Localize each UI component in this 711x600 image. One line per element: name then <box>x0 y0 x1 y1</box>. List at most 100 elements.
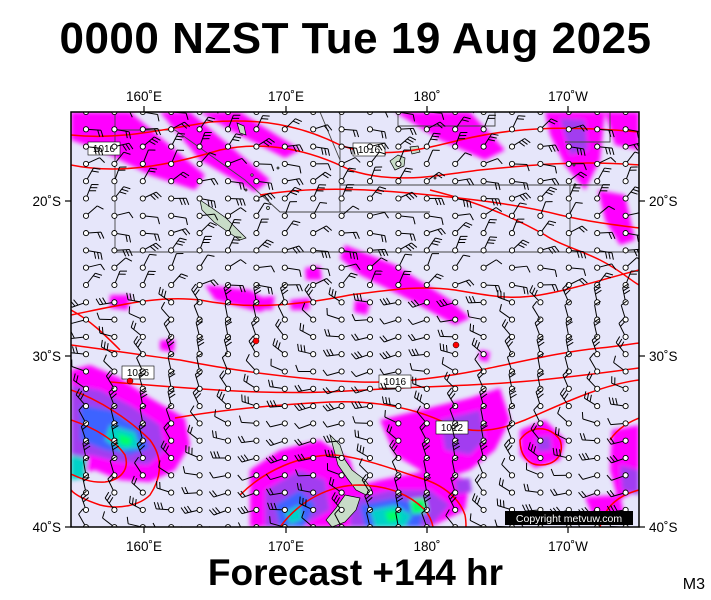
wind-barb-icon <box>508 202 527 219</box>
wind-barb-icon <box>379 316 402 325</box>
wind-barb-icon <box>82 126 104 138</box>
wind-barb-icon <box>80 490 90 513</box>
wind-barb-icon <box>208 506 232 516</box>
map-frame <box>70 111 640 528</box>
wind-barb-icon <box>267 379 288 392</box>
wind-barb-icon <box>324 328 345 340</box>
axis-ticks <box>65 106 645 533</box>
wind-barb-icon <box>578 452 601 462</box>
wind-barb-icon <box>168 237 187 254</box>
wind-barb-icon <box>270 358 288 375</box>
wind-barb-icon <box>253 218 269 237</box>
wind-barb-icon <box>423 132 441 150</box>
low-centre-icon <box>252 337 260 345</box>
wind-barb-icon <box>252 300 260 323</box>
wind-barb-icon <box>594 300 601 323</box>
lon-tick-label: 170˚W <box>548 89 588 104</box>
wind-barb-icon <box>168 132 186 150</box>
wind-barb-icon <box>364 490 374 513</box>
wind-barb-icon <box>224 259 247 271</box>
wind-barb-icon <box>196 178 219 186</box>
wind-barb-icon <box>537 352 545 375</box>
svg-text:1016: 1016 <box>384 377 407 388</box>
wind-barb-icon <box>581 411 601 427</box>
wind-barb-icon <box>423 149 440 167</box>
wind-barb-icon <box>354 429 374 444</box>
lon-tick-label: 160˚E <box>126 89 162 104</box>
wind-barb-icon <box>508 281 529 295</box>
wind-barb-icon <box>480 178 501 191</box>
wind-barb-icon <box>96 312 118 323</box>
wind-barb-icon <box>537 201 553 219</box>
wind-barb-icon <box>82 272 103 289</box>
wind-barb-icon <box>299 496 317 513</box>
wind-barb-icon <box>295 364 317 375</box>
wind-barb-icon <box>395 191 418 202</box>
wind-barb-icon <box>296 482 317 496</box>
wind-barb-icon <box>366 247 389 257</box>
wind-barb-icon <box>111 151 131 167</box>
wind-barb-icon <box>452 195 472 209</box>
wind-barb-icon <box>423 273 444 289</box>
wind-barb-icon <box>452 152 472 167</box>
wind-barb-icon <box>310 143 330 156</box>
wind-barb-icon <box>439 343 459 358</box>
wind-barb-icon <box>139 230 161 242</box>
wind-barb-icon <box>111 230 132 243</box>
wind-barb-icon <box>565 184 582 202</box>
wind-barb-icon <box>351 314 374 323</box>
wind-barb-icon <box>479 387 488 410</box>
wind-barb-icon <box>196 212 219 221</box>
wind-barb-icon <box>196 235 212 254</box>
wind-barb-icon <box>187 424 203 444</box>
wind-barb-icon <box>224 195 246 206</box>
wind-barb-icon <box>139 242 162 254</box>
wind-barb-icon <box>241 394 260 410</box>
low-centre-icon <box>126 377 134 385</box>
wind-barb-icon <box>139 136 161 150</box>
wind-barb-icon <box>167 387 176 410</box>
wind-barb-icon <box>530 422 544 444</box>
wind-barb-icon <box>436 298 459 308</box>
wind-barb-icon <box>395 253 413 271</box>
wind-barb-icon <box>111 247 133 257</box>
wind-barb-icon <box>221 352 232 375</box>
wind-barb-icon <box>441 356 459 375</box>
wind-barb-icon <box>549 488 572 496</box>
wind-barb-icon <box>594 143 615 156</box>
wind-barb-icon <box>557 406 572 427</box>
wind-barb-icon <box>324 449 345 462</box>
wind-barb-icon <box>211 430 232 444</box>
wind-barb-icon <box>527 442 544 462</box>
wind-barb-icon <box>245 353 260 375</box>
wind-barb-icon <box>565 171 587 185</box>
wind-barb-icon <box>156 480 175 496</box>
wind-barb-icon <box>295 469 317 479</box>
wind-barb-icon <box>594 247 614 260</box>
wind-barb-icon <box>139 253 157 271</box>
wind-barb-icon <box>366 166 383 185</box>
wind-barb-icon <box>497 290 516 306</box>
wind-barb-icon <box>111 257 133 271</box>
wind-barb-icon <box>351 401 374 410</box>
wind-barb-icon <box>281 186 302 202</box>
wind-barb-icon <box>103 354 118 375</box>
wind-barb-icon <box>379 368 402 376</box>
wind-barb-icon <box>594 205 616 219</box>
wind-barb-icon <box>537 264 558 278</box>
wind-barb-icon <box>294 420 317 429</box>
wind-barb-icon <box>82 184 99 202</box>
wind-barb-icon <box>533 404 544 427</box>
wind-barb-icon <box>82 230 105 239</box>
wind-barb-icon <box>389 439 402 462</box>
wind-barb-icon <box>350 368 374 378</box>
wind-barb-icon <box>160 301 175 323</box>
wind-barb-icon <box>299 322 317 340</box>
wind-barb-icon <box>75 388 90 410</box>
wind-barb-icon <box>168 149 185 167</box>
wind-barb-icon <box>322 385 345 395</box>
wind-barb-icon <box>265 420 288 428</box>
wind-barb-icon <box>153 501 175 513</box>
wind-barb-icon <box>224 236 242 254</box>
